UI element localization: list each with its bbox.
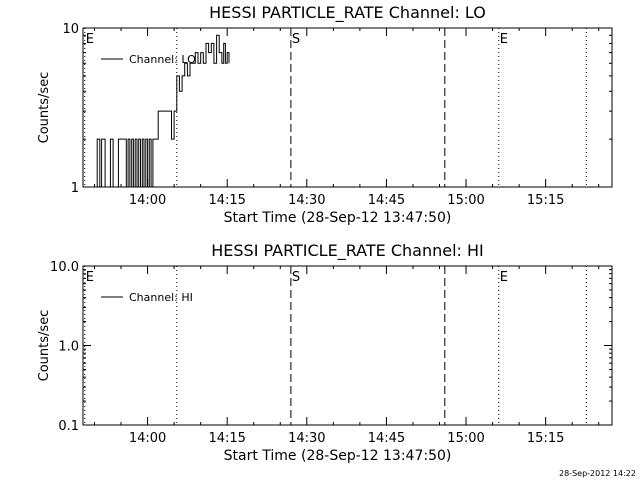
x-axis-label: Start Time (28-Sep-12 13:47:50) (224, 448, 452, 464)
x-tick-label: 14:00 (129, 431, 166, 446)
y-axis-label: Counts/sec (37, 310, 52, 382)
x-tick-label: 15:15 (527, 193, 564, 208)
plot-timestamp: 28-Sep-2012 14:22 (559, 469, 636, 478)
plot-frame (82, 265, 613, 426)
x-tick-label: 14:15 (208, 431, 245, 446)
x-tick-label: 14:45 (368, 431, 405, 446)
x-tick-label: 14:30 (288, 193, 325, 208)
y-tick-label: 10 (62, 22, 79, 37)
x-axis-label: Start Time (28-Sep-12 13:47:50) (224, 210, 452, 226)
y-tick-label: 0.1 (58, 419, 79, 434)
y-tick-label: 1.0 (58, 340, 79, 355)
legend-label: Channel: LO (129, 53, 196, 66)
marker-label: S (292, 270, 300, 285)
y-tick-label: 1 (71, 181, 79, 196)
marker-label: E (86, 32, 94, 47)
x-tick-label: 15:00 (447, 431, 484, 446)
x-tick-label: 15:00 (447, 193, 484, 208)
chart-panel-2: HESSI PARTICLE_RATE Channel: HI 14:00 14:1… (37, 241, 613, 464)
chart-title: HESSI PARTICLE_RATE Channel: HI (211, 241, 484, 261)
x-tick-label: 15:15 (527, 431, 564, 446)
x-tick-label: 14:45 (368, 193, 405, 208)
y-axis-label: Counts/sec (37, 72, 52, 144)
chart-panel-1: HESSI PARTICLE_RATE Channel: LO 14:00 14:1… (37, 3, 613, 226)
series-line (94, 34, 230, 188)
x-tick-label: 14:30 (288, 431, 325, 446)
marker-label: E (86, 270, 94, 285)
plot-frame (82, 27, 613, 188)
marker-label: E (500, 270, 508, 285)
x-tick-label: 14:00 (129, 193, 166, 208)
y-tick-label: 10.0 (50, 260, 79, 275)
x-tick-label: 14:15 (208, 193, 245, 208)
chart-title: HESSI PARTICLE_RATE Channel: LO (209, 3, 486, 23)
legend-label: Channel: HI (129, 291, 193, 304)
marker-label: E (500, 32, 508, 47)
marker-label: S (292, 32, 300, 47)
